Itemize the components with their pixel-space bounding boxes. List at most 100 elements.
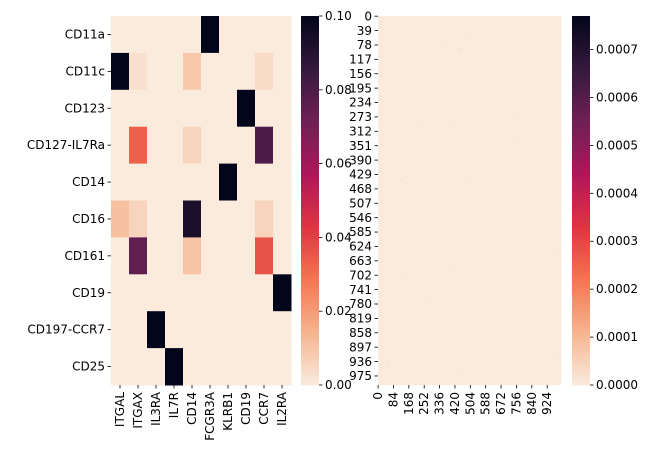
colorbar-segment (301, 135, 319, 140)
colorbar-segment (301, 280, 319, 284)
colorbar-segment (301, 225, 319, 229)
heatmap-cell-CD123-CD14 (183, 89, 202, 128)
colorbar-segment (301, 22, 319, 26)
row-label: 741 (349, 283, 372, 297)
colorbar-segment (572, 86, 590, 91)
heatmap-speck (402, 76, 404, 78)
colorbar-segment (572, 55, 590, 60)
colorbar-segment (572, 341, 590, 346)
column-label: 252 (417, 392, 431, 415)
colorbar-segment (301, 308, 319, 312)
colorbar-segment (301, 378, 319, 383)
column-label: CD14 (185, 392, 199, 425)
colorbar-segment (572, 74, 590, 78)
heatmap-speck (558, 249, 560, 251)
colorbar-segment (572, 169, 590, 174)
heatmap-left: CD11a CD11c CD123 CD127-IL7Ra CD14 CD16 CD161 C… (27, 16, 292, 441)
colorbar-segment (572, 348, 590, 352)
colorbar-segment (301, 335, 319, 340)
colorbar-segment (572, 120, 590, 125)
colorbar-segment (572, 262, 590, 266)
heatmap-cell-CD16-CCR7 (255, 200, 274, 238)
heatmap-cell-CD127-IL7Ra-CD14 (183, 126, 202, 165)
heatmap-cell-CD197-CCR7-IL3RA (147, 311, 166, 349)
heatmap-cell-CD123-ITGAX (129, 89, 148, 128)
colorbar-segment (301, 191, 319, 195)
colorbar-segment (572, 175, 590, 180)
colorbar-segment (572, 218, 590, 223)
row-label: 624 (349, 240, 372, 254)
row-label: 195 (349, 81, 372, 95)
colorbar-tick-label: 0.0005 (596, 138, 638, 152)
heatmap-cell-CD19-CD19 (237, 274, 256, 312)
heatmap-cell-CD11a-KLRB1 (219, 16, 238, 54)
colorbar-segment (572, 191, 590, 195)
colorbar-segment (572, 215, 590, 220)
heatmap-speck (500, 119, 502, 121)
colorbar-segment (301, 320, 319, 324)
heatmap-cell-CD16-KLRB1 (219, 200, 238, 238)
colorbar-segment (572, 283, 590, 288)
heatmap-speck (443, 44, 445, 46)
colorbar-segment (572, 237, 590, 241)
colorbar-segment (572, 308, 590, 312)
colorbar-segment (572, 332, 590, 337)
colorbar-segment (572, 126, 590, 131)
heatmap-speck (467, 222, 469, 224)
heatmap-cell-CD197-CCR7-CCR7 (255, 311, 274, 349)
heatmap-cell-CD16-CD19 (237, 200, 256, 238)
colorbar-segment (572, 43, 590, 48)
heatmap-cell-CD11c-KLRB1 (219, 52, 238, 91)
colorbar-segment (572, 222, 590, 226)
heatmap-speck (422, 179, 424, 181)
heatmap-cell-CD127-IL7Ra-ITGAX (129, 126, 148, 165)
colorbar-segment (301, 142, 319, 146)
colorbar-segment (301, 129, 319, 134)
colorbar-segment (572, 166, 590, 171)
heatmap-cell-CD123-FCGR3A (201, 89, 220, 128)
row-label: 0 (364, 9, 372, 23)
colorbar-segment (572, 243, 590, 248)
heatmap-speck (400, 179, 401, 181)
heatmap-speck (453, 266, 454, 268)
colorbar-segment (572, 25, 590, 29)
colorbar-segment (572, 68, 590, 72)
heatmap-cell-CD19-ITGAL (111, 274, 130, 312)
colorbar-tick-label: 0.0004 (596, 186, 638, 200)
colorbar-segment (572, 317, 590, 321)
heatmap-cell-CD25-ITGAL (111, 348, 130, 386)
colorbar-segment (572, 172, 590, 177)
colorbar-segment (572, 329, 590, 334)
colorbar-segment (572, 111, 590, 115)
column-label: IL2RA (275, 391, 289, 426)
heatmap-speck (521, 352, 523, 354)
colorbar-segment (301, 311, 319, 315)
colorbar-segment (301, 332, 319, 337)
row-label: 117 (349, 53, 372, 67)
colorbar-segment (301, 175, 319, 180)
row-label: 156 (349, 67, 372, 81)
heatmap-cell-CD14-ITGAL (111, 163, 130, 201)
colorbar-segment (572, 34, 590, 38)
colorbar-segment (301, 292, 319, 297)
heatmap-speck (512, 114, 514, 116)
colorbar-segment (572, 65, 590, 69)
heatmap-speck (379, 148, 381, 150)
colorbar-segment (572, 265, 590, 269)
row-label: CD16 (72, 212, 105, 226)
heatmap-speck (498, 336, 500, 337)
colorbar-segment (572, 314, 590, 318)
colorbar-segment (301, 329, 319, 334)
column-label: KLRB1 (221, 392, 235, 431)
colorbar-segment (572, 49, 590, 54)
heatmap-cell-CD11a-CCR7 (255, 16, 274, 54)
colorbar-segment (301, 185, 319, 189)
heatmap-cell-CD123-CCR7 (255, 89, 274, 128)
colorbar-segment (572, 289, 590, 294)
colorbar-segment (301, 92, 319, 97)
row-label: 897 (349, 340, 372, 354)
colorbar-segment (572, 200, 590, 204)
heatmap-cell-CD127-IL7Ra-IL2RA (273, 126, 292, 165)
colorbar-segment (301, 234, 319, 238)
heatmap-body (378, 16, 561, 385)
